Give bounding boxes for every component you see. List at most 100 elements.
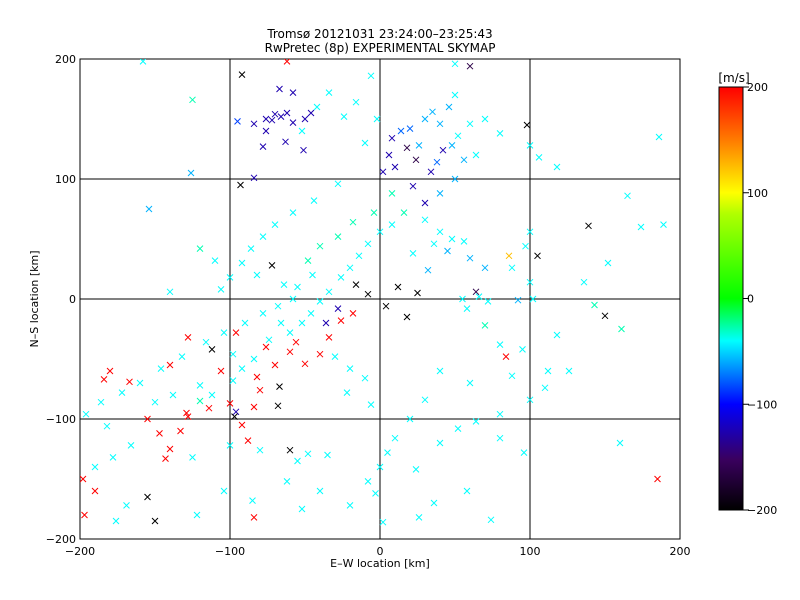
x-tick-label: 0	[377, 545, 384, 558]
data-point	[522, 242, 529, 250]
data-point	[367, 72, 375, 80]
data-point	[283, 478, 291, 485]
data-point	[231, 413, 238, 420]
data-point	[144, 493, 151, 501]
data-point	[331, 353, 339, 360]
y-tick-label: −200	[46, 533, 76, 546]
data-point	[80, 475, 87, 483]
data-point	[298, 505, 306, 513]
data-point	[166, 288, 174, 296]
data-point	[370, 209, 378, 216]
data-point	[91, 487, 99, 495]
data-point	[429, 108, 436, 116]
chart-subtitle: RwPretec (8p) EXPERIMENTAL SKYMAP	[265, 41, 496, 55]
data-point	[580, 278, 588, 286]
data-point	[424, 266, 432, 274]
data-point	[253, 373, 261, 381]
data-point	[415, 142, 423, 149]
data-point	[82, 410, 90, 418]
data-point	[276, 85, 283, 93]
data-point	[259, 233, 267, 240]
data-point	[316, 242, 324, 250]
y-tick-label: 0	[69, 293, 76, 306]
data-point	[337, 274, 345, 281]
colorbar-gradient	[718, 86, 744, 511]
data-point	[217, 286, 225, 293]
data-point	[81, 511, 88, 519]
data-point	[553, 163, 561, 171]
data-point	[376, 228, 384, 236]
data-point	[250, 355, 258, 363]
data-point	[183, 409, 190, 417]
data-point	[187, 169, 195, 177]
data-point	[238, 259, 246, 267]
y-tick-label: −100	[46, 413, 76, 426]
data-point	[304, 450, 312, 458]
data-point	[226, 400, 234, 407]
data-point	[526, 228, 534, 236]
data-point	[283, 59, 291, 65]
data-point	[355, 252, 363, 260]
data-point	[637, 223, 645, 231]
data-point	[526, 396, 534, 404]
data-point	[412, 156, 420, 164]
data-point	[421, 199, 429, 207]
data-point	[151, 517, 159, 525]
data-point	[472, 418, 480, 425]
data-point	[268, 262, 276, 269]
data-point	[451, 175, 459, 183]
data-point	[481, 322, 489, 329]
data-point	[466, 62, 474, 70]
x-tick-label: 100	[520, 545, 541, 558]
data-point	[601, 312, 609, 320]
data-point	[660, 221, 667, 228]
data-point	[301, 360, 309, 368]
data-point	[379, 518, 387, 526]
data-point	[618, 325, 625, 333]
data-point	[211, 257, 219, 264]
data-point	[397, 127, 405, 135]
data-point	[309, 271, 316, 279]
data-point	[112, 517, 120, 525]
data-point	[325, 334, 333, 341]
data-point	[259, 310, 267, 317]
data-point	[232, 329, 240, 336]
data-point	[249, 497, 256, 504]
data-point	[310, 197, 318, 204]
data-point	[454, 425, 462, 432]
data-point	[289, 119, 297, 126]
data-point	[496, 341, 504, 348]
data-point	[436, 120, 444, 128]
data-point	[193, 511, 201, 519]
data-point	[205, 404, 213, 412]
colorbar-tick-label: 0	[747, 293, 754, 306]
data-point	[103, 422, 111, 430]
data-point	[126, 378, 133, 386]
data-point	[466, 379, 474, 387]
data-point	[481, 115, 489, 123]
data-point	[265, 336, 273, 344]
data-point	[466, 254, 474, 262]
data-point	[373, 115, 381, 123]
data-point	[403, 144, 411, 152]
data-point	[367, 401, 375, 408]
data-point	[271, 221, 279, 228]
data-point	[177, 427, 184, 435]
data-point	[409, 250, 417, 257]
data-point	[196, 245, 204, 252]
data-point	[585, 222, 592, 230]
data-point	[655, 133, 663, 141]
data-point	[109, 454, 117, 461]
data-point	[361, 374, 369, 382]
data-point	[136, 379, 144, 387]
data-point	[226, 274, 234, 281]
data-point	[534, 252, 541, 260]
data-point	[286, 329, 294, 336]
data-point	[166, 361, 174, 369]
data-point	[169, 391, 177, 399]
data-point	[346, 365, 354, 372]
data-point	[139, 59, 147, 65]
data-point	[343, 389, 351, 396]
data-point	[406, 125, 414, 132]
data-point	[178, 353, 186, 360]
